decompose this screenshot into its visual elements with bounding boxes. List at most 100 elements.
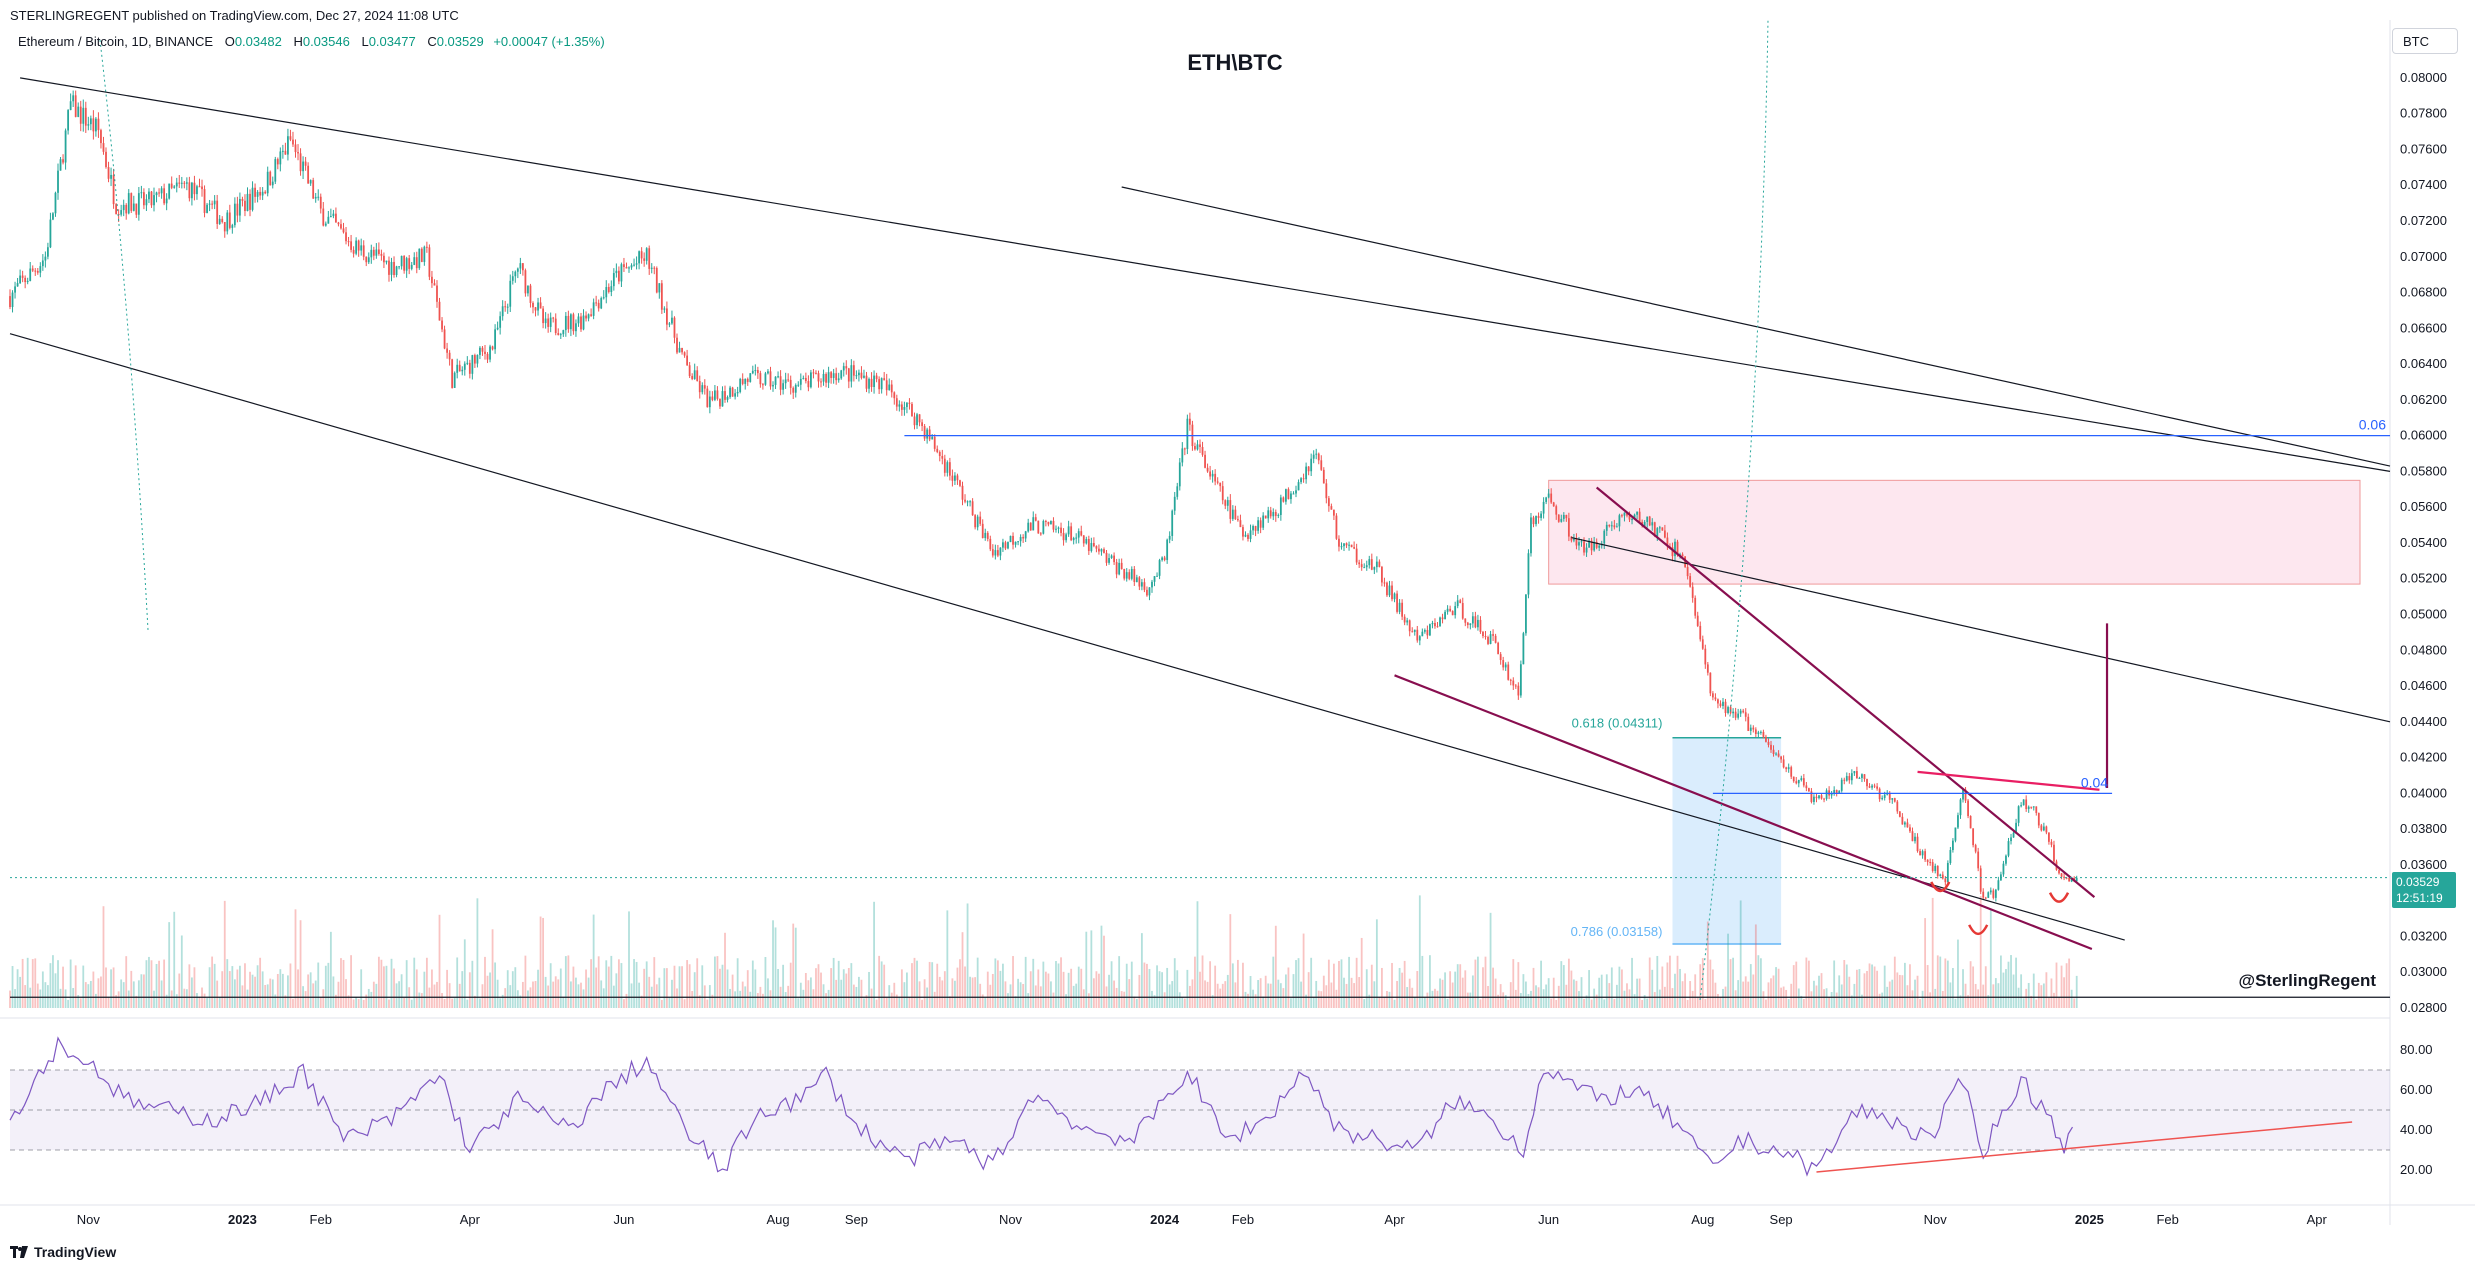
candle-body — [335, 213, 337, 223]
candle-body — [1818, 795, 1820, 799]
rsi-pane — [9, 1036, 2390, 1177]
volume-bar — [221, 971, 224, 1008]
candle-body — [1904, 822, 1906, 825]
candle-body — [991, 549, 994, 556]
candle-body — [92, 118, 95, 132]
volume-bar — [1848, 976, 1851, 1008]
candle-body — [600, 298, 603, 309]
volume-bar — [2050, 978, 2053, 1008]
candle-body — [789, 379, 792, 388]
price-tick-label: 0.06400 — [2400, 356, 2447, 371]
candle-body — [1426, 630, 1429, 636]
candle-body — [822, 373, 825, 382]
volume-bar — [1350, 977, 1353, 1008]
candle-body — [1120, 562, 1123, 570]
candle-body — [1648, 516, 1651, 526]
candle-body — [236, 203, 239, 216]
candle-body — [1747, 716, 1750, 731]
candle-body — [537, 302, 539, 311]
volume-bar — [999, 970, 1002, 1008]
candle-body — [1727, 707, 1729, 713]
volume-bar — [817, 964, 820, 1008]
volume-bar — [501, 994, 504, 1008]
candle-body — [14, 286, 16, 293]
volume-bar — [678, 966, 681, 1008]
volume-bar — [337, 981, 340, 1008]
volume-bar — [102, 906, 105, 1008]
volume-bar — [1863, 973, 1866, 1008]
volume-bar — [663, 968, 666, 1008]
symbol-legend[interactable]: Ethereum / Bitcoin, 1D, BINANCE O0.03482… — [18, 34, 605, 49]
volume-bar — [1742, 981, 1745, 1008]
volume-bar — [1840, 984, 1843, 1008]
candle-body — [1262, 515, 1265, 528]
publisher-line: STERLINGREGENT published on TradingView.… — [10, 8, 459, 23]
candle-body — [1813, 796, 1815, 802]
volume-bar — [62, 966, 64, 1008]
volume-bar — [1024, 956, 1027, 1008]
annotation-zones: 0.618 (0.04311)0.786 (0.03158) — [1548, 479, 2361, 945]
volume-bar — [1853, 983, 1856, 1008]
candle-body — [1967, 800, 1969, 817]
candle-body — [135, 203, 138, 215]
volume-bar — [453, 998, 456, 1008]
candle-body — [1800, 778, 1803, 781]
volume-bar — [1194, 956, 1196, 1008]
candle-body — [441, 320, 443, 330]
volume-bar — [1290, 998, 1292, 1008]
volume-bar — [1345, 983, 1348, 1008]
volume-bar — [691, 991, 694, 1008]
volume-bar — [602, 988, 605, 1008]
volume-bar — [797, 998, 800, 1008]
volume-bar — [1176, 970, 1179, 1008]
candle-body — [1567, 518, 1570, 537]
volume-bar — [878, 955, 881, 1008]
volume-bar — [64, 989, 67, 1008]
volume-bar — [1113, 980, 1115, 1008]
volume-bar — [549, 963, 552, 1008]
candle-body — [986, 532, 989, 539]
volume-bar — [403, 997, 406, 1008]
volume-bar — [1802, 999, 1805, 1008]
candle-body — [446, 348, 448, 353]
candle-body — [1901, 816, 1904, 825]
volume-bar — [393, 968, 395, 1008]
volume-bar — [271, 979, 274, 1008]
candle-body — [1479, 619, 1482, 632]
price-tick-label: 0.05000 — [2400, 606, 2447, 621]
volume-bar — [1416, 971, 1419, 1008]
candle-body — [1891, 798, 1894, 800]
candle-body — [1310, 458, 1313, 472]
volume-bar — [572, 966, 575, 1008]
volume-bar — [1845, 964, 1848, 1008]
volume-bar — [206, 998, 208, 1008]
volume-bar — [1474, 959, 1477, 1008]
volume-bar — [954, 980, 956, 1008]
candle-body — [1557, 514, 1560, 522]
volume-bar — [425, 957, 428, 1008]
volume-bar — [266, 984, 269, 1008]
candle-body — [191, 182, 193, 199]
volume-bar — [643, 968, 646, 1008]
volume-bar — [956, 967, 959, 1008]
candle-body — [802, 377, 805, 379]
volume-bar — [1065, 994, 1067, 1008]
candle-body — [1219, 482, 1222, 487]
volume-bar — [1090, 930, 1093, 1008]
candle-body — [1469, 623, 1472, 626]
volume-bar — [327, 962, 330, 1008]
candle-body — [84, 107, 87, 126]
volume-bar — [1914, 979, 1916, 1008]
candle-body — [1954, 827, 1957, 841]
volume-bar — [2030, 995, 2033, 1008]
candle-body — [1701, 639, 1704, 649]
volume-bar — [620, 963, 623, 1008]
candle-body — [1444, 611, 1446, 620]
volume-bar — [762, 993, 764, 1008]
volume-bar — [1555, 999, 1558, 1008]
candle-body — [1681, 554, 1684, 557]
candle-body — [511, 276, 514, 281]
currency-selector[interactable]: BTC — [2392, 28, 2458, 54]
footer-brand[interactable]: TradingView — [10, 1244, 116, 1260]
